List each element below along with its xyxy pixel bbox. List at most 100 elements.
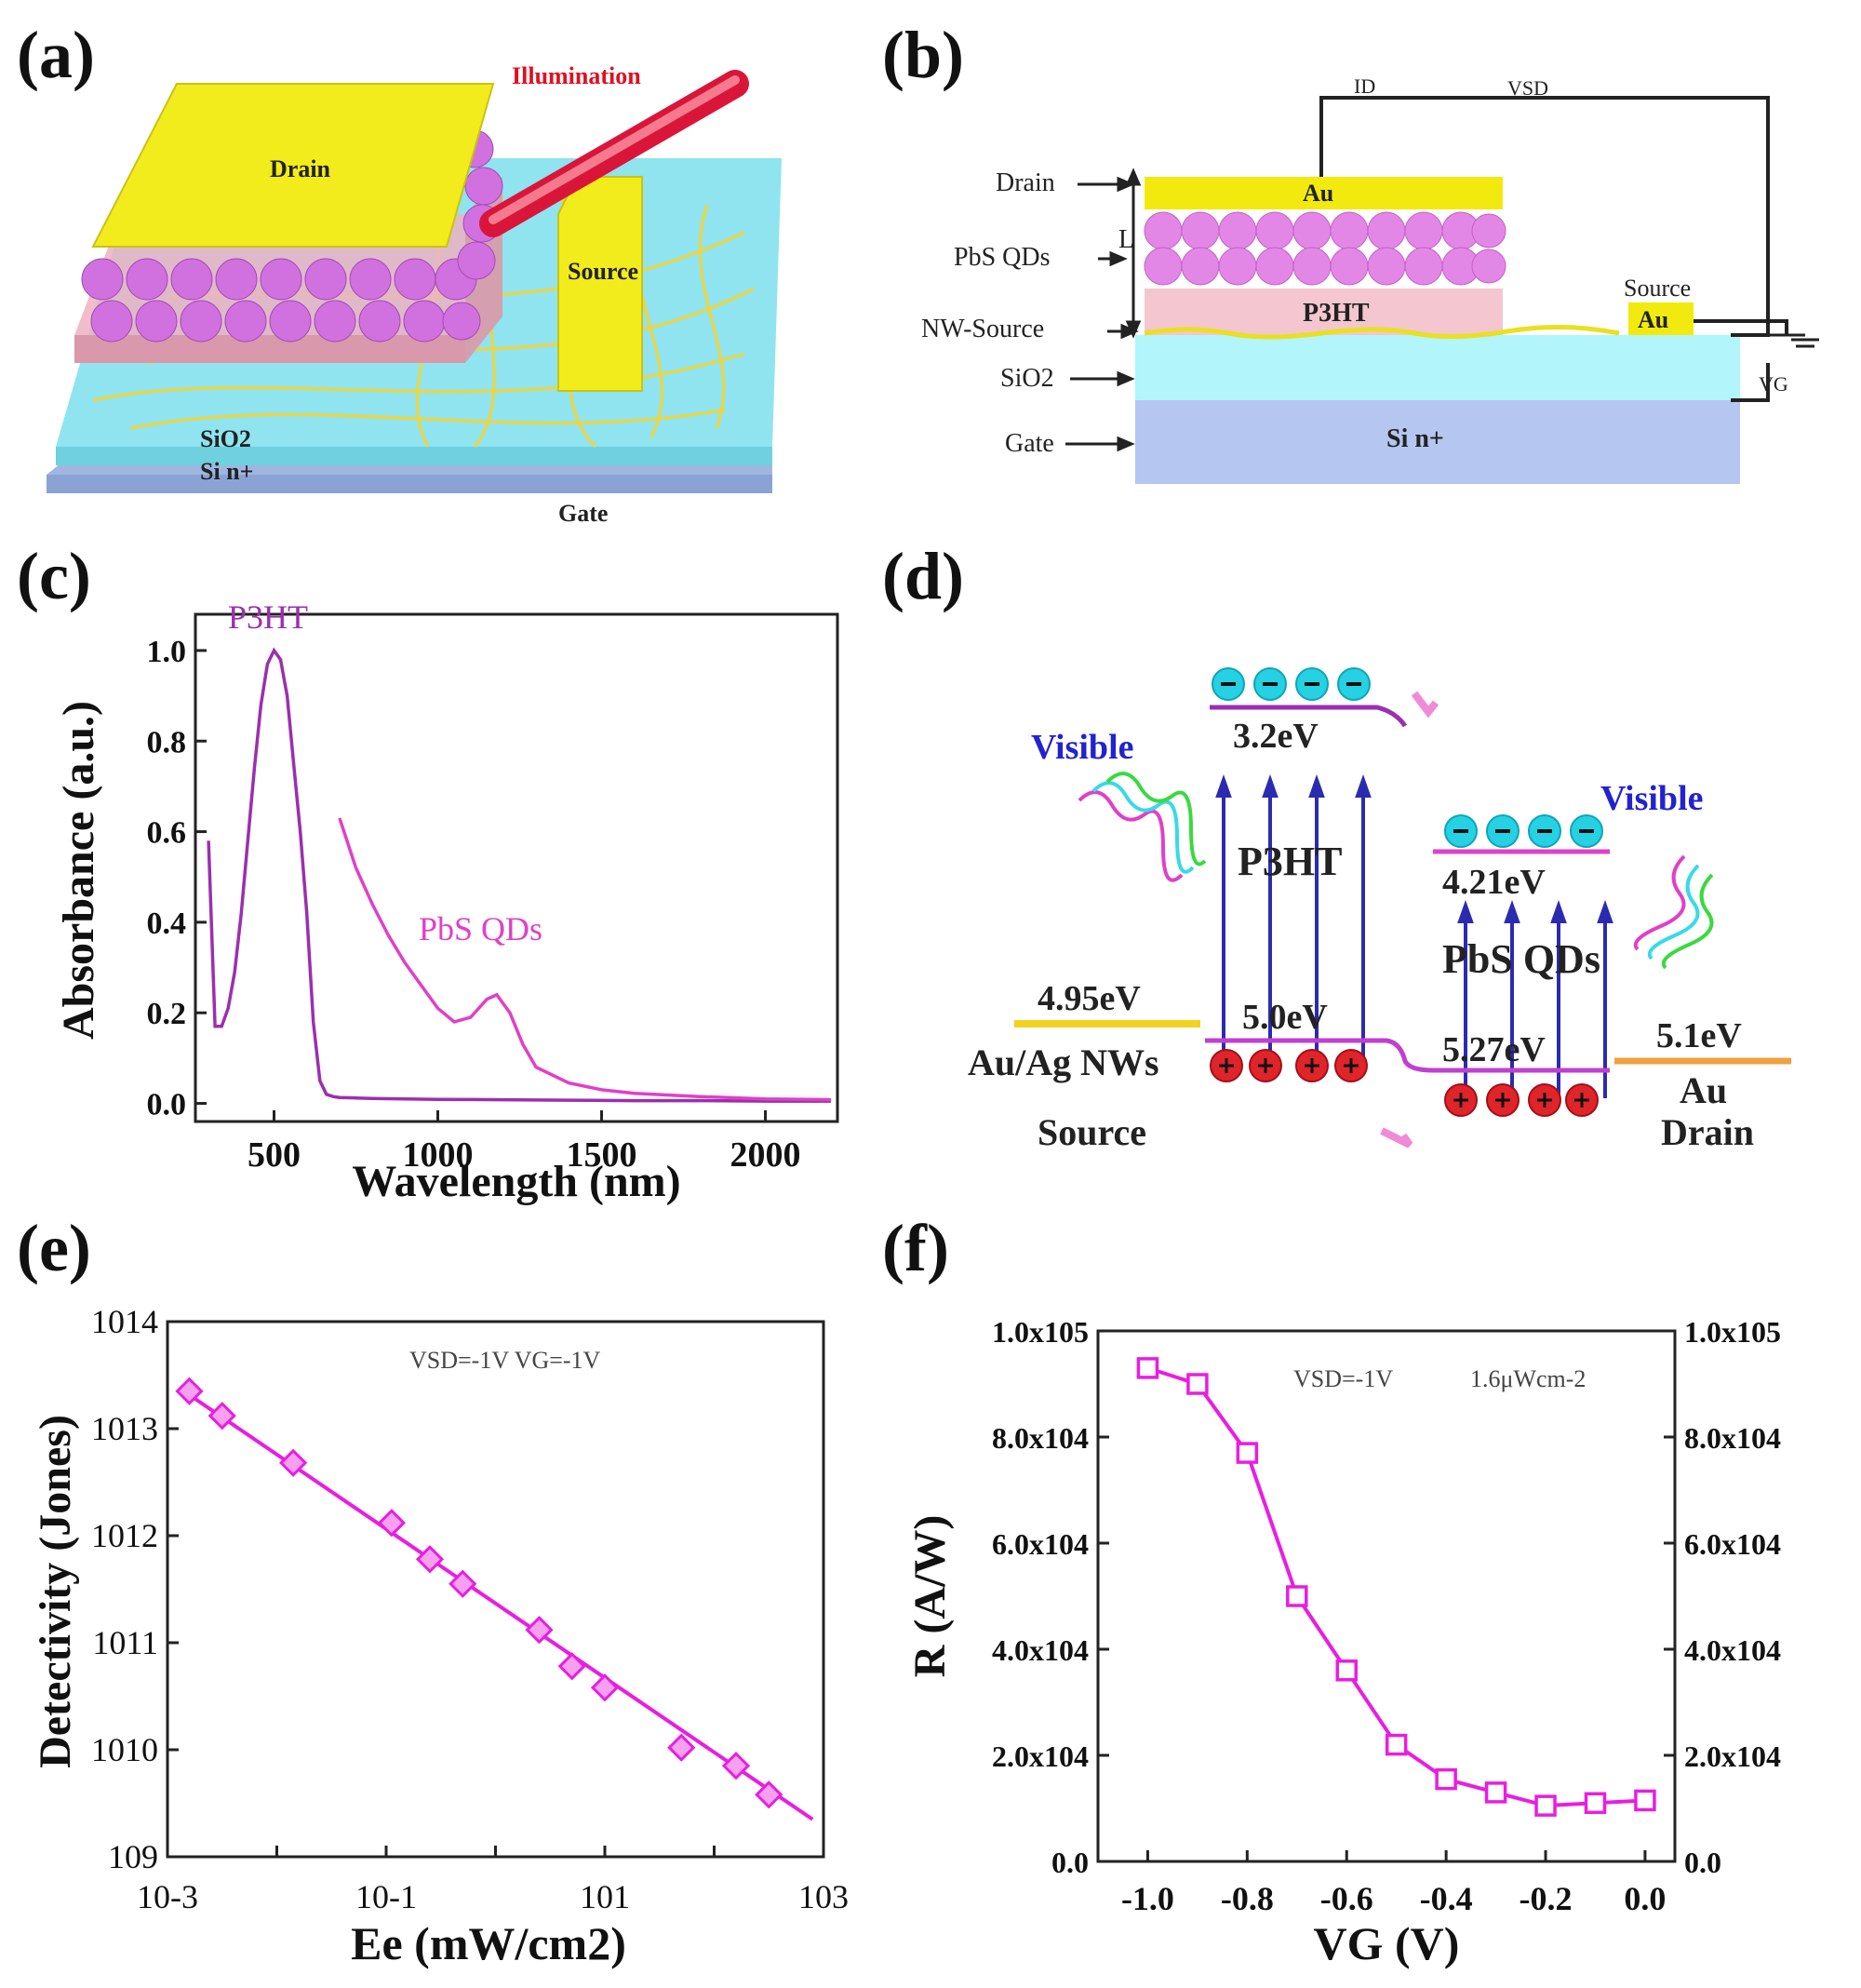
y-tick-label-right: 4.0x104 (1684, 1633, 1781, 1667)
pbs-qd-layer (1144, 211, 1506, 286)
device-cross-section: Drain PbS QDs NW-Source SiO2 Gate L Au P… (921, 74, 1819, 484)
responsivity-chart: -1.0 -0.8 -0.6 -0.4 -0.2 0.0 0.0 0.0 2.0x104 2.0x… (905, 1315, 1781, 1969)
data-point (1335, 1659, 1358, 1682)
data-point (1534, 1794, 1557, 1817)
source-label: Source (568, 258, 638, 285)
x-tick-label: -1.0 (1121, 1880, 1174, 1917)
y-tick-label: 1010 (91, 1731, 158, 1768)
y-tick-label-right: 6.0x104 (1684, 1527, 1781, 1561)
energy-5-1ev: 5.1eV (1656, 1016, 1742, 1055)
source-material-label: Au/Ag NWs (968, 1041, 1159, 1083)
data-point (377, 1509, 406, 1538)
data-point (667, 1733, 696, 1762)
x-tick-label: -0.6 (1320, 1880, 1373, 1917)
si-layer (1135, 400, 1740, 484)
energy-5-0ev: 5.0eV (1242, 998, 1328, 1037)
x-axis-label: Wavelength (nm) (352, 1157, 680, 1206)
y-tick-label-right: 1.0x105 (1684, 1315, 1781, 1349)
plot-frame (166, 1320, 825, 1859)
absorbance-chart: 500 1000 1500 2000 0.0 0.2 0.4 0.6 0.8 1.0 Wavele… (54, 598, 839, 1206)
data-point (1584, 1792, 1607, 1815)
id-label: ID (1354, 74, 1375, 98)
y-tick-label: 0.6 (147, 816, 187, 851)
p3ht-label: P3HT (1303, 299, 1370, 328)
data-point (1484, 1781, 1507, 1804)
y-tick-label: 1012 (91, 1517, 158, 1554)
x-tick-label: 1000 (403, 1135, 474, 1175)
label-arrows (1065, 176, 1139, 452)
y-tick-label-left: 1.0x105 (992, 1315, 1089, 1349)
y-axis-label: R (A/W) (905, 1515, 955, 1678)
y-tick-label-left: 0.0 (1051, 1846, 1089, 1879)
annotation-p3ht: P3HT (228, 598, 308, 636)
nw-source-label: NW-Source (921, 315, 1044, 343)
vsd-annotation: VSD=-1V (1293, 1365, 1393, 1392)
pbs-label: PbS QDs (954, 243, 1050, 272)
data-point (1634, 1789, 1656, 1812)
holes-pbs (1444, 1083, 1599, 1117)
p3ht-layer (1145, 289, 1503, 335)
x-tick-label: -0.2 (1520, 1880, 1573, 1917)
y-tick-label-right: 8.0x104 (1684, 1421, 1781, 1455)
energy-band-diagram: 3.2eV 4.21eV P3HT PbS QDs Visible Visibl… (968, 667, 1791, 1153)
y-tick-label-left: 2.0x104 (992, 1740, 1089, 1773)
data-point (279, 1448, 308, 1477)
light-wave-left-icon (1078, 772, 1207, 882)
x-tick-label: 0.0 (1624, 1880, 1666, 1917)
x-tick-label: 103 (798, 1878, 849, 1915)
data-point (1186, 1373, 1209, 1395)
data-point (525, 1616, 554, 1645)
energy-4-95ev: 4.95eV (1038, 979, 1141, 1018)
y-tick-label: 0.4 (147, 907, 187, 941)
x-tick-label: 10-1 (355, 1878, 417, 1915)
drain-au-label: Au (1303, 180, 1333, 207)
drain-au-electrode (1145, 177, 1503, 209)
l-label: L (1118, 225, 1134, 254)
visible-label-left: Visible (1031, 728, 1134, 767)
nanowire-source (1144, 324, 1620, 340)
drain-label: Drain (996, 168, 1055, 197)
y-tick-label-left: 6.0x104 (992, 1527, 1089, 1561)
source-au-electrode (1628, 302, 1694, 335)
electrons-p3ht (1212, 667, 1371, 701)
condition-annotation: VSD=-1V VG=-1V (409, 1347, 601, 1374)
device-schematic-3d: Illumination Drain Source SiO2 Si n+ Gat… (47, 62, 782, 527)
data-point (1385, 1733, 1408, 1756)
fit-line (182, 1390, 814, 1821)
y-tick-label-right: 0.0 (1684, 1846, 1721, 1879)
drain-label: Drain (1661, 1111, 1754, 1153)
data-point (590, 1673, 620, 1702)
panel-label-b: (b) (882, 18, 964, 92)
pbs-label: PbS QDs (1442, 936, 1600, 982)
data-point (175, 1377, 204, 1405)
annotation-pbs: PbS QDs (419, 910, 542, 947)
x-tick-label: -0.8 (1221, 1880, 1274, 1917)
drain-material-label: Au (1680, 1069, 1727, 1111)
pbs-qd-spheres (81, 129, 503, 343)
light-wave-right-icon (1633, 854, 1714, 970)
y-tick-label: 0.0 (147, 1088, 187, 1122)
data-point (557, 1652, 586, 1681)
ground-icon (1768, 333, 1819, 348)
energy-3-2ev: 3.2eV (1233, 717, 1319, 756)
data-point (415, 1545, 445, 1574)
y-tick-label-left: 8.0x104 (992, 1421, 1089, 1455)
detectivity-chart: 10-3 10-1 101 103 109 1010 1011 1012 1013 1014 VS… (31, 1303, 849, 1969)
circuit-wires (1319, 96, 1788, 402)
energy-4-21ev: 4.21eV (1442, 863, 1546, 902)
x-tick-label: 500 (248, 1135, 301, 1175)
holes-p3ht (1210, 1049, 1368, 1082)
source-label: Source (1038, 1111, 1146, 1153)
illumination-label: Illumination (512, 62, 641, 89)
l-arrow (1125, 168, 1142, 339)
si-label: Si n+ (200, 458, 253, 485)
panel-label-d: (d) (882, 539, 964, 613)
p3ht-label: P3HT (1238, 839, 1342, 884)
plot-frame (1096, 1329, 1677, 1863)
panel-label-f: (f) (882, 1211, 949, 1285)
source-label: Source (1624, 275, 1691, 302)
gate-label: Gate (558, 500, 608, 527)
drain-electrode (91, 83, 495, 248)
panel-label-c: (c) (17, 539, 91, 613)
y-tick-label: 0.8 (147, 725, 187, 759)
